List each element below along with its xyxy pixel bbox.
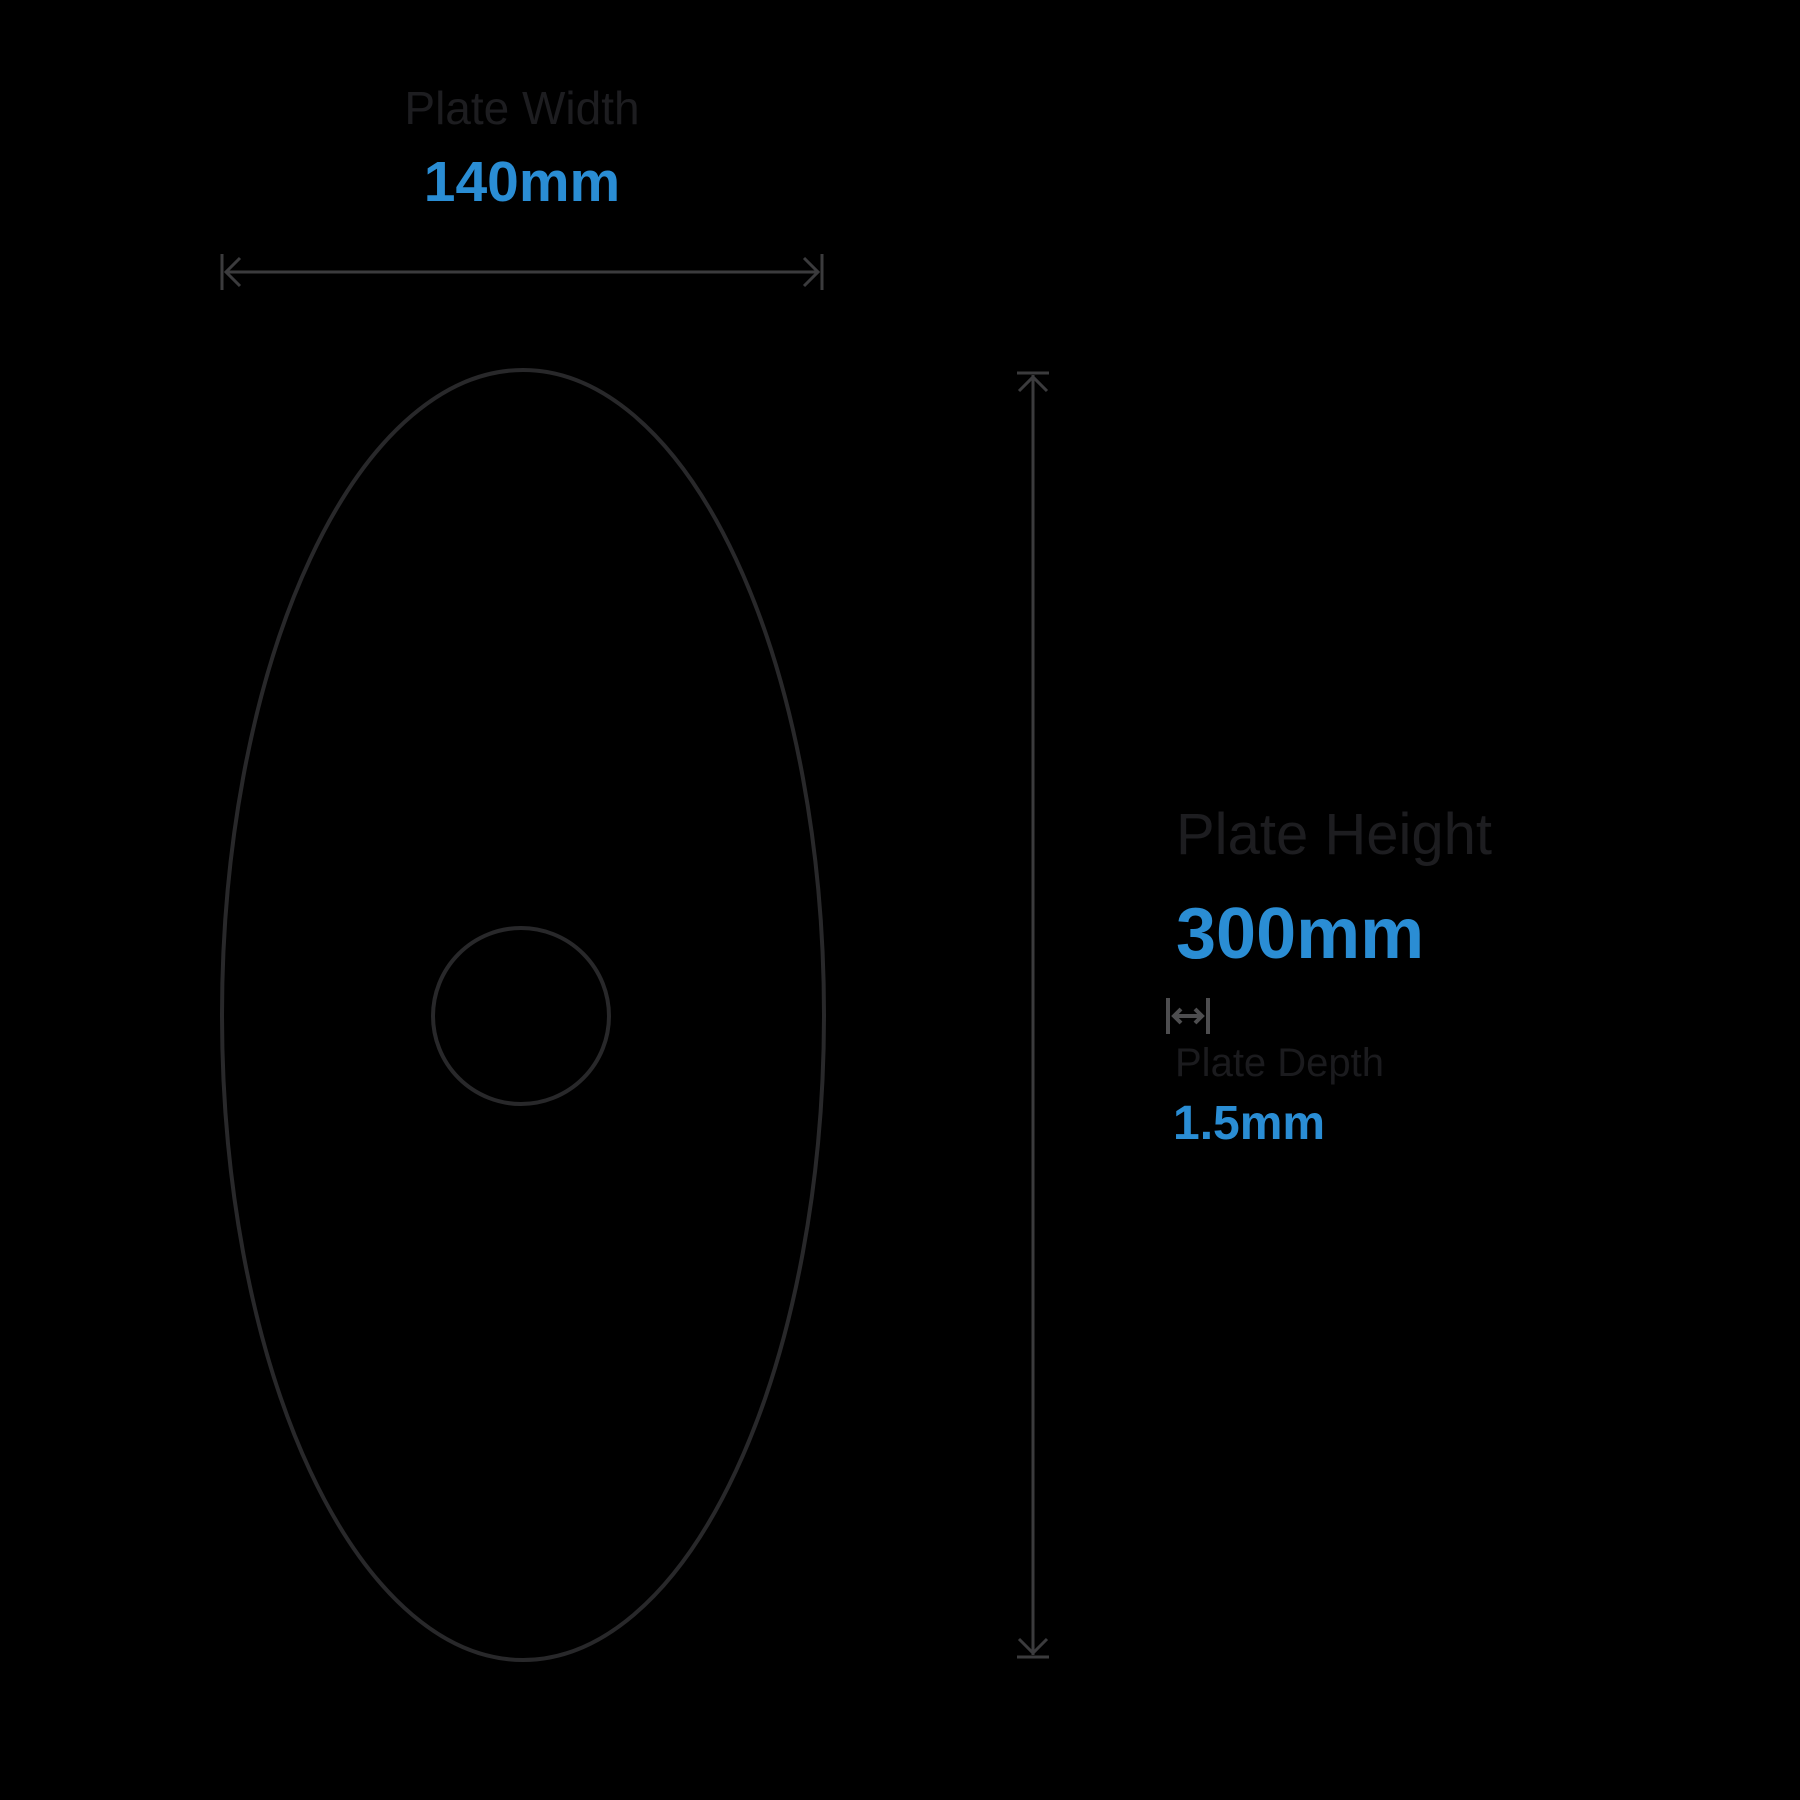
height-dimension-arrow	[1017, 371, 1049, 1659]
arrow-up-icon	[1017, 374, 1049, 393]
plate-height-value: 300mm	[1176, 894, 1425, 974]
arrow-down-icon	[1017, 1637, 1049, 1656]
arrow-right-icon	[802, 256, 821, 288]
plate-outline-ellipse	[220, 368, 826, 1662]
arrow-left-icon	[223, 256, 242, 288]
depth-arrow-icon	[1166, 998, 1210, 1034]
plate-depth-label: Plate Depth	[1175, 1041, 1385, 1085]
plate-depth-value: 1.5mm	[1173, 1097, 1326, 1150]
plate-center-hole-circle	[431, 926, 611, 1106]
width-dimension-arrow	[220, 254, 824, 290]
plate-height-label: Plate Height	[1176, 802, 1492, 867]
plate-width-label: Plate Width	[404, 82, 640, 134]
plate-width-value: 140mm	[423, 150, 621, 214]
